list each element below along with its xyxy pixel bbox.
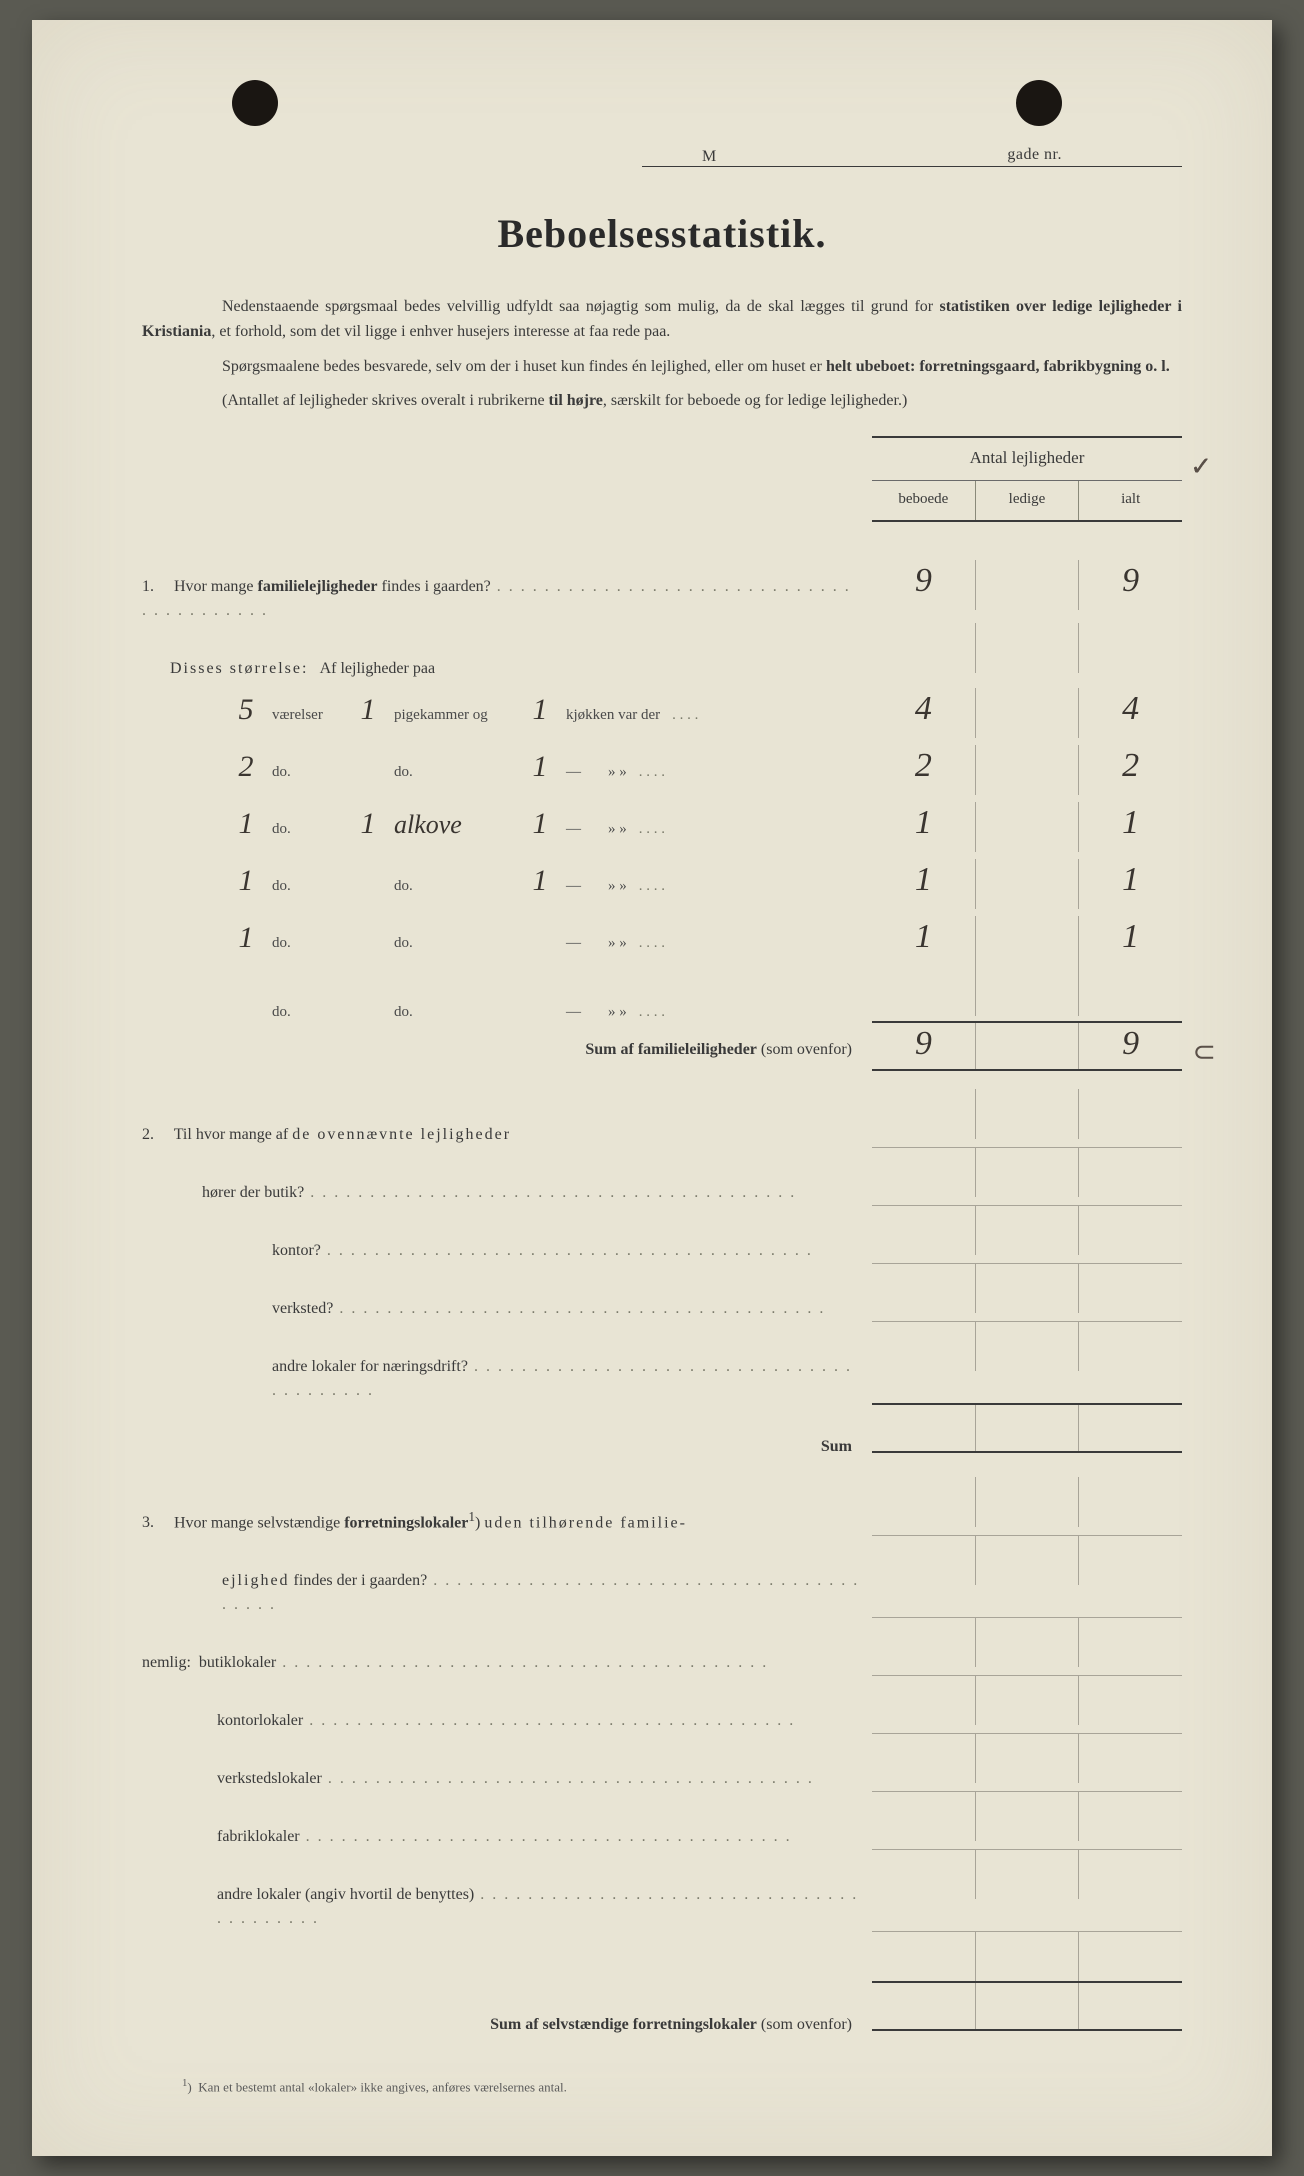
- q3-lead: 3. Hvor mange selvstændige forretningslo…: [142, 1477, 1182, 1535]
- q1-disses-row: Disses størrelse: Af lejligheder paa: [142, 623, 1182, 681]
- q3-blank: [142, 1931, 1182, 1981]
- street-prefix: M: [702, 148, 716, 165]
- document-page: M gade nr. Beboelsesstatistik. Nedenstaa…: [32, 20, 1272, 2156]
- checkmark: ✓: [1190, 452, 1212, 482]
- size-row-2: 1 do. 1 alkove 1 — » » . . . . 1 1 ✓: [142, 795, 1182, 852]
- q3-line-0: nemlig: butiklokaler: [142, 1617, 1182, 1675]
- street-header-line: M gade nr.: [642, 148, 1182, 167]
- size-row-1: 2 do. do. 1 — » » . . . . 2 2 ✓: [142, 738, 1182, 795]
- col-ialt: ialt: [1078, 481, 1182, 520]
- q1-sum-ledige: [975, 1023, 1079, 1069]
- punch-hole-left: [232, 80, 278, 126]
- col-beboede: beboede: [872, 481, 975, 520]
- q1-row: 1. Hvor mange familielejligheder findes …: [142, 560, 1182, 623]
- size-row-0: 5 værelser 1 pigekammer og 1 kjøkken var…: [142, 681, 1182, 738]
- q2-line-3: andre lokaler for næringsdrift?: [142, 1321, 1182, 1403]
- antal-columns: beboede ledige ialt: [872, 481, 1182, 520]
- intro-paragraph-3: (Antallet af lejligheder skrives overalt…: [142, 389, 1182, 414]
- q2-line-0: hører der butik?: [142, 1147, 1182, 1205]
- size-row-3: 1 do. do. 1 — » » . . . . 1 1 ✓: [142, 852, 1182, 909]
- q3-line-1: kontorlokaler: [142, 1675, 1182, 1733]
- q1-ledige: [975, 560, 1079, 610]
- form-content: Antal lejligheder beboede ledige ialt 1.…: [142, 442, 1182, 2037]
- q2-sum-row: Sum: [142, 1403, 1182, 1459]
- q1-ialt: 9: [1078, 560, 1182, 610]
- q1-beboede: 9: [872, 560, 975, 610]
- q2-line-1: kontor?: [142, 1205, 1182, 1263]
- size-row-4: 1 do. do. — » » . . . . 1 1 ✓: [142, 909, 1182, 966]
- checkmark: ⊂: [1193, 1035, 1216, 1069]
- antal-title: Antal lejligheder: [872, 438, 1182, 481]
- q3-line-4: andre lokaler (angiv hvortil de benyttes…: [142, 1849, 1182, 1931]
- q1-values: 9 9: [872, 560, 1182, 610]
- punch-hole-right: [1016, 80, 1062, 126]
- col-ledige: ledige: [975, 481, 1079, 520]
- q3-lead2: ejlighed findes der i gaarden?: [142, 1535, 1182, 1617]
- intro-paragraph-1: Nedenstaaende spørgsmaal bedes velvillig…: [142, 295, 1182, 345]
- antal-table-header: Antal lejligheder beboede ledige ialt: [872, 436, 1182, 522]
- footnote: 1) Kan et bestemt antal «lokaler» ikke a…: [142, 2077, 1182, 2095]
- q3-line-3: fabriklokaler: [142, 1791, 1182, 1849]
- intro-paragraph-2: Spørgsmaalene bedes besvarede, selv om d…: [142, 355, 1182, 380]
- q1-text: 1. Hvor mange familielejligheder findes …: [142, 563, 872, 623]
- q1-sum-ialt: 9: [1078, 1023, 1182, 1069]
- page-title: Beboelsesstatistik.: [142, 210, 1182, 257]
- gade-nr-label: gade nr.: [1007, 146, 1062, 164]
- q3-line-2: verkstedslokaler: [142, 1733, 1182, 1791]
- size-row-5: do. do. — » » . . . .: [142, 966, 1182, 1021]
- q2-line-2: verksted?: [142, 1263, 1182, 1321]
- q1-sum-beboede: 9: [872, 1023, 975, 1069]
- q1-sum-row: Sum af familieleiligheder (som ovenfor) …: [142, 1021, 1182, 1071]
- q3-sum-row: Sum af selvstændige forretningslokaler (…: [142, 1981, 1182, 2037]
- q2-lead: 2. Til hvor mange af de ovennævnte lejli…: [142, 1089, 1182, 1147]
